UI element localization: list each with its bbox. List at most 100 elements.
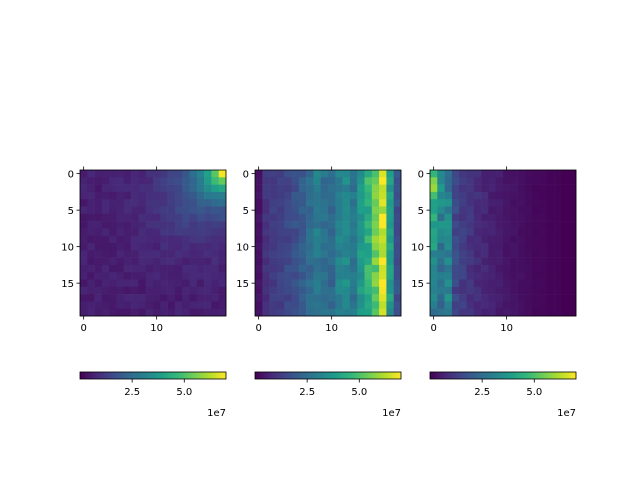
heatmap-cell [116,286,125,295]
heatmap-cell [123,264,132,273]
heatmap-cell [357,206,365,215]
heatmap-cell [444,228,453,236]
heatmap-cell [131,301,139,309]
heatmap-cell [546,279,555,288]
heatmap-cell [451,257,460,266]
heatmap-cell [335,177,343,185]
heatmap-cell [459,279,467,288]
heatmap-cell [291,294,300,302]
heatmap-cell [145,170,154,178]
axes-frame [254,169,402,317]
y-tick-label: 15 [411,279,424,290]
heatmap-cell [116,206,125,215]
heatmap-cell [138,294,146,302]
heatmap-cell [539,272,548,280]
heatmap-cell [386,286,394,295]
heatmap-cell [532,301,540,309]
heatmap-cell [174,177,183,185]
heatmap-cell [568,177,577,185]
heatmap-cell [123,294,132,302]
heatmap-cell [393,272,402,280]
heatmap-cell [335,221,343,229]
heatmap-cell [379,206,387,215]
heatmap-cell [211,191,219,200]
heatmap-cell [466,228,475,236]
heatmap-cell [328,191,336,200]
heatmap-cell [503,170,511,178]
heatmap-cell [123,243,132,251]
heatmap-cell [123,228,132,236]
heatmap-cell [357,286,365,295]
heatmap-cell [561,250,569,258]
heatmap-cell [539,213,548,222]
heatmap-cell [539,264,548,273]
heatmap-cell [335,213,343,222]
heatmap-cell [189,250,198,258]
heatmap-cell [196,279,205,288]
heatmap-cell [109,191,117,200]
heatmap-cell [313,264,321,273]
heatmap-cell [284,184,292,193]
heatmap-cell [517,199,526,207]
heatmap-cell [488,308,496,317]
heatmap-cell [561,272,569,280]
heatmap-cell [437,191,445,200]
heatmap-cell [466,257,475,266]
heatmap-cell [131,177,139,185]
heatmap-cell [517,250,526,258]
heatmap-cell [196,213,205,222]
heatmap-cell [495,228,504,236]
heatmap-cell [145,206,154,215]
heatmap-cell [138,308,146,317]
heatmap-cell [291,272,300,280]
heatmap-cell [153,250,161,258]
heatmap-cell [116,257,125,266]
heatmap-cell [495,170,504,178]
heatmap-cell [444,206,453,215]
heatmap-cell [189,170,198,178]
heatmap-cell [313,184,321,193]
heatmap-cell [196,294,205,302]
heatmap-cell [342,308,351,317]
heatmap-cell [196,228,205,236]
heatmap-cell [306,272,314,280]
heatmap-cell [459,228,467,236]
heatmap-cell [189,257,198,266]
heatmap-cell [276,206,285,215]
heatmap-cell [167,294,176,302]
heatmap-cell [306,250,314,258]
colorbar-offset-text: 1e7 [557,408,576,419]
heatmap-cell [357,301,365,309]
heatmap-cell [539,308,548,317]
heatmap-cell [131,199,139,207]
heatmap-cell [393,264,402,273]
heatmap-cell [255,177,263,185]
heatmap-cell [364,221,373,229]
heatmap-cell [94,177,103,185]
heatmap-cell [211,250,219,258]
heatmap-cell [109,184,117,193]
heatmap-cell [532,279,540,288]
heatmap-cell [510,301,518,309]
heatmap-cell [276,257,285,266]
heatmap-cell [481,257,489,266]
heatmap-cell [561,184,569,193]
heatmap-cell [481,199,489,207]
heatmap-cell [131,184,139,193]
heatmap-cell [349,235,358,244]
x-tick-label: 0 [430,323,436,334]
heatmap-cell [532,286,540,295]
heatmap-cell [335,264,343,273]
heatmap-cell [204,191,212,200]
heatmap-cell [109,308,117,317]
heatmap-cell [364,308,373,317]
heatmap-cell [379,228,387,236]
heatmap-cell [153,191,161,200]
heatmap-cell [524,184,533,193]
heatmap-cell [342,184,351,193]
heatmap-cell [174,286,183,295]
heatmap-cell [80,184,88,193]
heatmap-cell [517,170,526,178]
heatmap-cell [204,294,212,302]
heatmap-cell [503,250,511,258]
